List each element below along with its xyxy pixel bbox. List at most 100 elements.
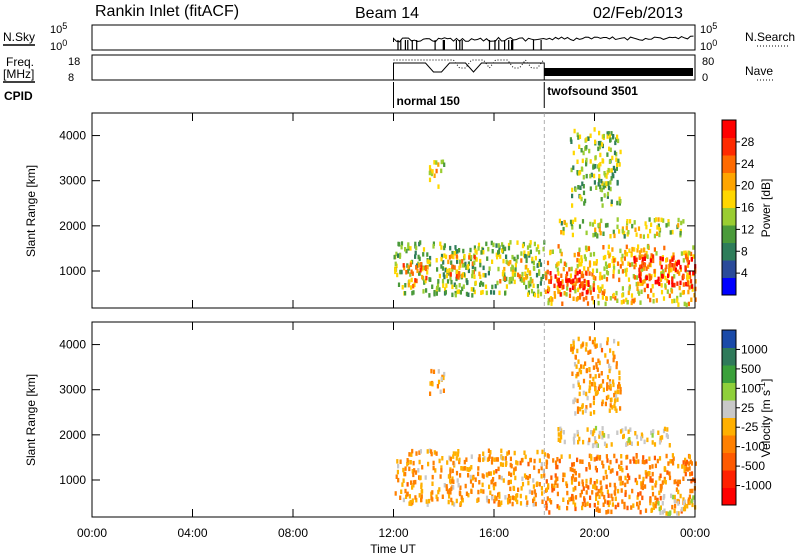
heatmap-cell — [603, 289, 606, 294]
heatmap-cell — [664, 275, 667, 281]
heatmap-cell — [665, 453, 668, 459]
heatmap-cell — [662, 495, 665, 501]
heatmap-cell — [418, 271, 421, 276]
heatmap-cell — [456, 478, 459, 483]
colorbar-swatch — [722, 242, 736, 261]
heatmap-cell — [566, 286, 569, 291]
heatmap-cell — [683, 301, 686, 307]
heatmap-cell — [627, 429, 630, 434]
heatmap-cell — [455, 249, 458, 254]
heatmap-cell — [478, 457, 481, 463]
heatmap-cell — [598, 163, 601, 168]
heatmap-cell — [618, 162, 621, 167]
heatmap-cell — [617, 384, 620, 389]
heatmap-cell — [582, 273, 585, 279]
heatmap-cell — [569, 273, 572, 278]
heatmap-cell — [649, 498, 652, 503]
heatmap-cell — [609, 459, 612, 465]
heatmap-cell — [614, 390, 617, 396]
heatmap-cell — [637, 505, 640, 510]
heatmap-cell — [455, 276, 458, 282]
heatmap-cell — [653, 269, 656, 274]
heatmap-cell — [487, 448, 490, 453]
heatmap-cell — [597, 223, 600, 228]
heatmap-cell — [560, 251, 563, 257]
heatmap-cell — [507, 494, 510, 499]
heatmap-cell — [658, 490, 661, 496]
heatmap-cell — [664, 283, 667, 288]
heatmap-cell — [414, 254, 417, 259]
heatmap-cell — [578, 391, 581, 397]
heatmap-cell — [672, 252, 675, 257]
heatmap-cell — [619, 429, 623, 434]
heatmap-cell — [585, 157, 588, 163]
heatmap-cell — [501, 462, 504, 467]
nsky-tick-bottom: 100 — [50, 38, 67, 53]
heatmap-cell — [536, 284, 539, 289]
heatmap-cell — [692, 254, 695, 259]
heatmap-cell — [397, 282, 401, 287]
heatmap-cell — [602, 159, 605, 164]
heatmap-cell — [509, 240, 512, 245]
heatmap-cell — [532, 498, 535, 504]
heatmap-cell — [591, 272, 594, 277]
heatmap-cell — [571, 349, 574, 355]
heatmap-cell — [594, 232, 597, 237]
heatmap-cell — [492, 482, 495, 488]
heatmap-cell — [602, 133, 605, 139]
heatmap-cell — [590, 456, 593, 461]
heatmap-cell — [589, 290, 592, 295]
heatmap-cell — [527, 292, 530, 297]
heatmap-cell — [414, 241, 417, 247]
heatmap-cell — [556, 491, 559, 497]
heatmap-cell — [612, 292, 615, 298]
heatmap-cell — [602, 255, 605, 261]
heatmap-cell — [592, 484, 595, 489]
heatmap-cell — [561, 279, 564, 284]
heatmap-cell — [585, 490, 588, 495]
heatmap-cell — [489, 450, 492, 455]
heatmap-cell — [576, 159, 579, 164]
heatmap-cell — [627, 290, 630, 296]
heatmap-cell — [676, 269, 679, 275]
heatmap-cell — [658, 232, 661, 238]
heatmap-cell — [514, 267, 517, 272]
heatmap-cell — [497, 499, 500, 505]
heatmap-cell — [613, 150, 617, 156]
heatmap-cell — [426, 252, 429, 257]
heatmap-cell — [546, 260, 550, 266]
heatmap-cell — [581, 403, 584, 408]
colorbar-tick-label: 8 — [741, 244, 748, 258]
heatmap-cell — [550, 275, 553, 281]
heatmap-cell — [487, 499, 490, 504]
heatmap-cell — [595, 259, 598, 264]
heatmap-cell — [471, 293, 474, 298]
heatmap-cell — [524, 271, 527, 276]
heatmap-cell — [444, 267, 447, 273]
heatmap-cell — [436, 384, 439, 389]
heatmap-cell — [572, 150, 575, 156]
heatmap-cell — [545, 460, 549, 465]
heatmap-cell — [509, 260, 512, 265]
heatmap-cell — [667, 511, 670, 516]
heatmap-cell — [606, 386, 609, 391]
heatmap-cell — [557, 432, 560, 437]
heatmap-cell — [593, 481, 596, 486]
heatmap-cell — [486, 256, 489, 261]
heatmap-cell — [687, 499, 690, 504]
heatmap-cell — [430, 451, 433, 457]
heatmap-cell — [634, 227, 637, 232]
heatmap-cell — [432, 241, 435, 246]
heatmap-cell — [435, 494, 438, 499]
heatmap-cell — [509, 456, 512, 462]
heatmap-cell — [430, 171, 433, 177]
heatmap-cell — [587, 246, 591, 252]
heatmap-cell — [675, 487, 678, 492]
heatmap-cell — [540, 465, 543, 471]
heatmap-cell — [523, 450, 526, 455]
heatmap-cell — [606, 131, 609, 136]
heatmap-cell — [601, 290, 604, 296]
heatmap-cell — [648, 273, 651, 278]
heatmap-cell — [523, 280, 526, 285]
